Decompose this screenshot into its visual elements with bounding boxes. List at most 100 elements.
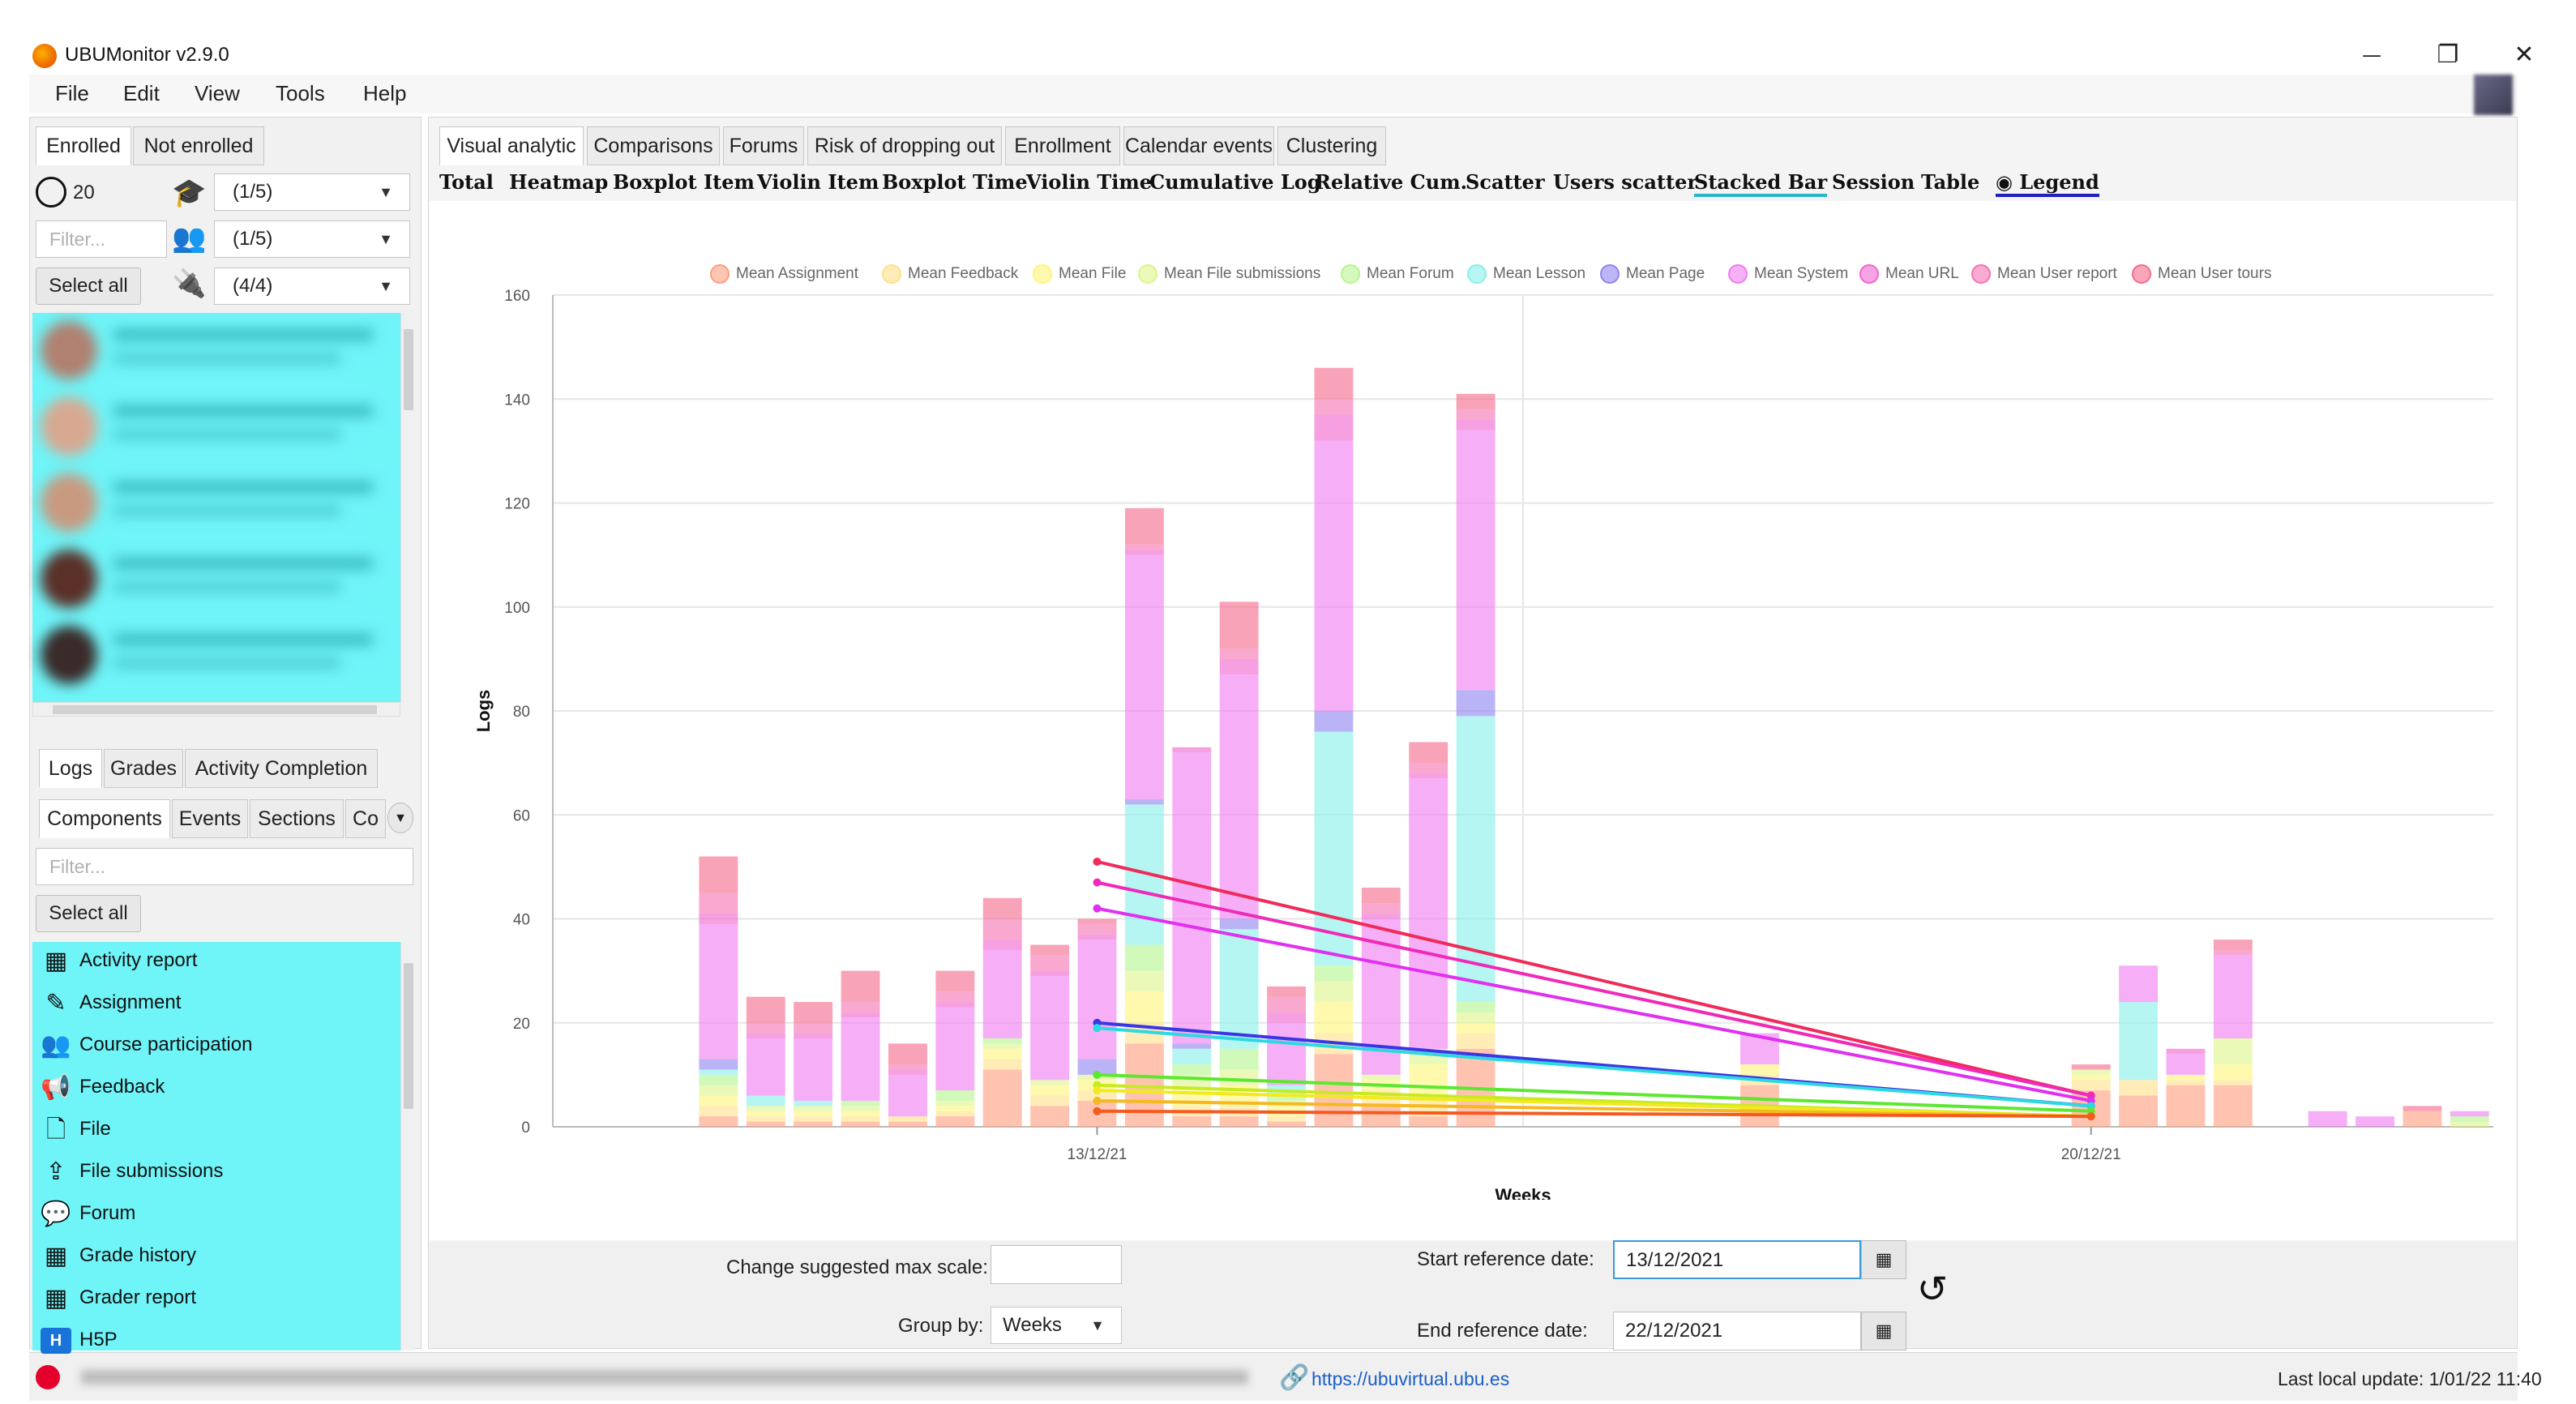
bar-segment bbox=[699, 1106, 738, 1117]
close-button[interactable]: ✕ bbox=[2514, 41, 2535, 69]
legend-entry[interactable]: Mean User report bbox=[1971, 263, 2117, 285]
list-item[interactable] bbox=[32, 621, 389, 689]
user-list-scrollbar[interactable] bbox=[400, 313, 415, 702]
tab-comparisons[interactable]: Comparisons bbox=[587, 126, 720, 165]
list-item[interactable]: 👥 Course participation bbox=[37, 1025, 394, 1065]
list-item[interactable] bbox=[32, 545, 389, 613]
tab-visual-analytic[interactable]: Visual analytic bbox=[439, 126, 584, 165]
list-item[interactable]: H H5P bbox=[37, 1320, 394, 1360]
last-update: Last local update: 1/01/22 11:40 bbox=[2278, 1368, 2542, 1389]
tab-events[interactable]: Events bbox=[172, 799, 248, 838]
tab-clustering[interactable]: Clustering bbox=[1277, 126, 1386, 165]
plugin-filter-combo[interactable]: (4/4) ▼ bbox=[214, 268, 410, 305]
legend-entry[interactable]: Mean Forum bbox=[1341, 263, 1454, 285]
list-item[interactable]: 📢 Feedback bbox=[37, 1067, 394, 1107]
restore-button[interactable]: ❐ bbox=[2437, 41, 2459, 69]
legend-entry[interactable]: Mean File submissions bbox=[1138, 263, 1320, 285]
chart-tab-boxplot-item[interactable]: Boxplot Item bbox=[613, 170, 755, 194]
menu-view[interactable]: View bbox=[195, 81, 240, 105]
components-list[interactable] bbox=[32, 942, 400, 1350]
tab-risk-of-dropping-out[interactable]: Risk of dropping out bbox=[807, 126, 1002, 165]
tab-forums[interactable]: Forums bbox=[723, 126, 804, 165]
list-item[interactable]: ▦ Grade history bbox=[37, 1235, 394, 1276]
list-item[interactable]: ⇪ File submissions bbox=[37, 1151, 394, 1192]
menu-help[interactable]: Help bbox=[363, 81, 407, 105]
list-item[interactable]: ✎ Assignment bbox=[37, 982, 394, 1023]
tab-grades[interactable]: Grades bbox=[104, 749, 183, 788]
user-count: 20 bbox=[73, 182, 95, 203]
components-list-scrollbar[interactable] bbox=[400, 942, 415, 1350]
minimize-button[interactable]: — bbox=[2362, 44, 2381, 66]
chart-tab-table[interactable]: Table bbox=[1921, 170, 1979, 194]
legend-entry[interactable]: Mean Page bbox=[1600, 263, 1705, 285]
bar-segment bbox=[794, 1038, 833, 1101]
list-item[interactable] bbox=[32, 316, 389, 384]
tab-course-modules[interactable]: Co bbox=[345, 799, 386, 838]
list-item[interactable]: ▦ Activity report bbox=[37, 940, 394, 981]
chart-tab-heatmap[interactable]: Heatmap bbox=[509, 170, 608, 194]
group-by-select[interactable]: Weeks ▼ bbox=[991, 1307, 1122, 1344]
tab-logs[interactable]: Logs bbox=[39, 749, 102, 788]
bar-segment bbox=[1267, 1121, 1306, 1127]
legend-swatch bbox=[882, 264, 901, 284]
y-tick-label: 60 bbox=[513, 807, 530, 824]
chart-tab-violin-item[interactable]: Violin Item bbox=[757, 170, 879, 194]
legend-label: Mean System bbox=[1754, 265, 1849, 282]
chart-tab-violin-time[interactable]: Violin Time bbox=[1026, 170, 1152, 194]
list-item[interactable]: 💬 Forum bbox=[37, 1193, 394, 1234]
select-all-users-button[interactable]: Select all bbox=[36, 268, 141, 305]
chart-tab-stacked-bar[interactable]: Stacked Bar bbox=[1694, 170, 1828, 197]
legend-entry[interactable]: Mean User tours bbox=[2132, 263, 2271, 285]
bar-segment bbox=[935, 991, 975, 1003]
components-filter-input[interactable]: Filter... bbox=[36, 848, 413, 885]
bar-segment bbox=[746, 1022, 785, 1034]
menu-edit[interactable]: Edit bbox=[123, 81, 160, 105]
legend-entry[interactable]: Mean Lesson bbox=[1467, 263, 1585, 285]
legend-entry[interactable]: Mean Assignment bbox=[710, 263, 858, 285]
start-date-input[interactable]: 13/12/2021 bbox=[1613, 1240, 1861, 1279]
role-filter-combo[interactable]: (1/5) ▼ bbox=[214, 173, 410, 211]
chart-tab-total[interactable]: Total bbox=[439, 170, 494, 194]
list-item[interactable]: ▦ Grader report bbox=[37, 1278, 394, 1318]
tab-calendar-events[interactable]: Calendar events bbox=[1123, 126, 1274, 165]
end-date-input[interactable]: 22/12/2021 bbox=[1613, 1312, 1861, 1350]
menu-file[interactable]: File bbox=[55, 81, 89, 105]
max-scale-input[interactable] bbox=[991, 1245, 1122, 1284]
tab-enrollment[interactable]: Enrollment bbox=[1005, 126, 1120, 165]
select-all-components-button[interactable]: Select all bbox=[36, 895, 141, 932]
legend-entry[interactable]: Mean URL bbox=[1859, 263, 1959, 285]
tab-activity-completion[interactable]: Activity Completion bbox=[185, 749, 378, 788]
chevron-down-icon: ▼ bbox=[1090, 1317, 1105, 1333]
tab-enrolled[interactable]: Enrolled bbox=[36, 126, 131, 165]
start-date-calendar-button[interactable]: ▦ bbox=[1861, 1240, 1906, 1279]
chart-tab-users-scatter[interactable]: Users scatter bbox=[1553, 170, 1697, 194]
menu-tools[interactable]: Tools bbox=[276, 81, 325, 105]
chart-tab-cumulative-log[interactable]: Cumulative Log bbox=[1149, 170, 1321, 194]
chart-tab-boxplot-time[interactable]: Boxplot Time bbox=[882, 170, 1028, 194]
legend-entry[interactable]: Mean Feedback bbox=[882, 263, 1018, 285]
chart-tab-scatter[interactable]: Scatter bbox=[1466, 170, 1545, 194]
reset-dates-icon[interactable]: ↺ bbox=[1916, 1267, 1949, 1311]
chart-tab-relative-cum-[interactable]: Relative Cum. bbox=[1315, 170, 1467, 194]
upload-icon: ⇪ bbox=[45, 1158, 66, 1185]
tab-components[interactable]: Components bbox=[39, 799, 170, 838]
bar-segment bbox=[699, 1095, 738, 1107]
moodle-link[interactable]: https://ubuvirtual.ubu.es bbox=[1312, 1368, 1510, 1389]
more-tabs-button[interactable]: ▼ bbox=[387, 803, 413, 833]
user-avatar[interactable] bbox=[2474, 75, 2513, 115]
group-filter-combo[interactable]: (1/5) ▼ bbox=[214, 220, 410, 258]
end-date-calendar-button[interactable]: ▦ bbox=[1861, 1312, 1906, 1350]
tab-not-enrolled[interactable]: Not enrolled bbox=[133, 126, 264, 165]
bar-segment bbox=[1219, 1116, 1259, 1127]
user-list-hscrollbar[interactable] bbox=[32, 702, 400, 717]
chart-tab-session[interactable]: Session bbox=[1832, 170, 1915, 194]
list-item[interactable]: 🗋 File bbox=[37, 1109, 394, 1149]
legend-entry[interactable]: Mean System bbox=[1728, 263, 1848, 285]
table-icon: ▦ bbox=[44, 948, 68, 974]
tab-sections[interactable]: Sections bbox=[250, 799, 344, 838]
list-item[interactable] bbox=[32, 392, 389, 460]
chart-tab-legend[interactable]: ◉ Legend bbox=[1996, 170, 2099, 197]
list-item[interactable] bbox=[32, 469, 389, 537]
legend-entry[interactable]: Mean File bbox=[1033, 263, 1126, 285]
user-filter-input[interactable]: Filter... bbox=[36, 220, 167, 258]
